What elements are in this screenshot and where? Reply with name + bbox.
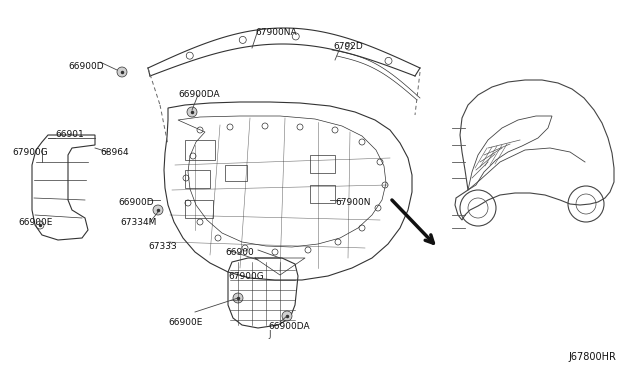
Text: 66901: 66901 xyxy=(55,130,84,139)
Circle shape xyxy=(233,293,243,303)
Text: 67900G: 67900G xyxy=(12,148,48,157)
Circle shape xyxy=(187,107,197,117)
Bar xyxy=(310,185,335,203)
Circle shape xyxy=(117,67,127,77)
Bar xyxy=(310,155,335,173)
Text: 67900N: 67900N xyxy=(335,198,371,207)
Text: 66900DA: 66900DA xyxy=(178,90,220,99)
Text: 66900E: 66900E xyxy=(168,318,202,327)
Circle shape xyxy=(153,205,163,215)
Circle shape xyxy=(282,311,292,321)
Bar xyxy=(185,140,215,160)
Text: 66900D: 66900D xyxy=(118,198,154,207)
Text: 67334M: 67334M xyxy=(120,218,156,227)
Text: 68964: 68964 xyxy=(100,148,129,157)
Text: J67800HR: J67800HR xyxy=(568,352,616,362)
Bar xyxy=(185,170,210,188)
Text: 66900E: 66900E xyxy=(18,218,52,227)
Text: 66900D: 66900D xyxy=(68,62,104,71)
Text: 67900G: 67900G xyxy=(228,272,264,281)
Bar xyxy=(185,200,213,218)
Text: J: J xyxy=(269,330,271,339)
Text: 6792D: 6792D xyxy=(333,42,363,51)
Text: 66900DA: 66900DA xyxy=(268,322,310,331)
Text: 67333: 67333 xyxy=(148,242,177,251)
Bar xyxy=(225,165,247,181)
Text: 66900: 66900 xyxy=(225,248,253,257)
Text: 67900NA: 67900NA xyxy=(255,28,296,37)
